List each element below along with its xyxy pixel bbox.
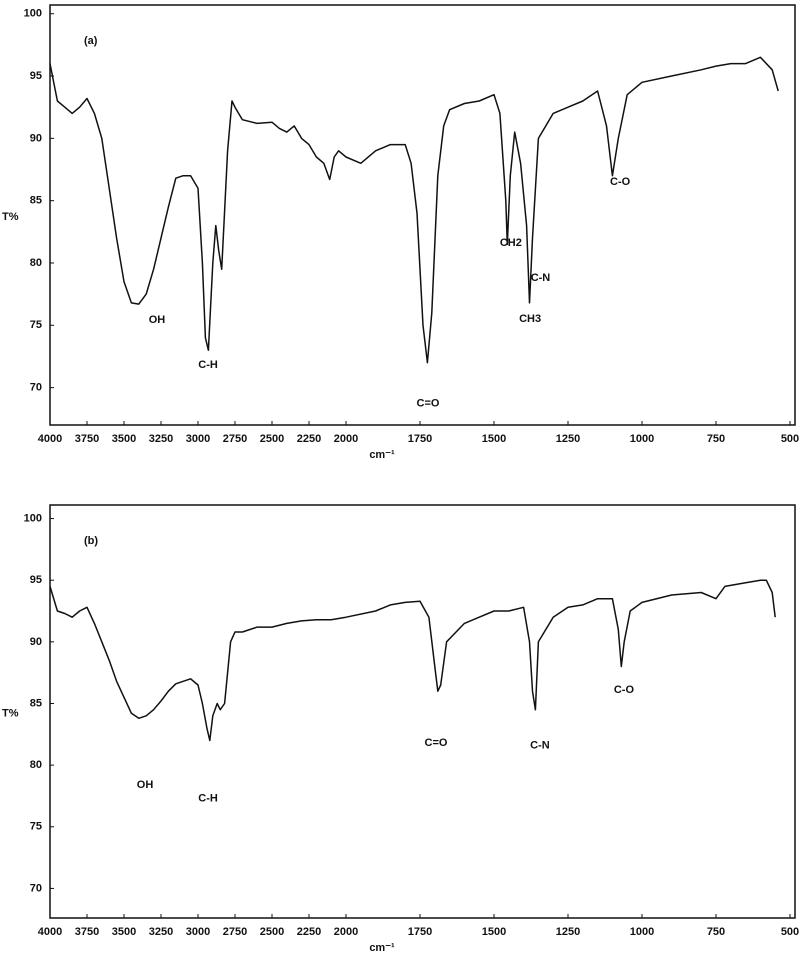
x-tick-label: 3000 [186, 926, 210, 938]
y-tick-label: 100 [24, 512, 42, 524]
x-tick-label: 2500 [260, 926, 284, 938]
x-tick-label: 4000 [38, 926, 62, 938]
x-tick-label: 1500 [482, 433, 506, 445]
y-axis-label: T% [2, 211, 19, 223]
x-tick-label: 3750 [75, 926, 99, 938]
x-tick-label: 1250 [556, 926, 580, 938]
peak-label: C-O [610, 176, 631, 188]
x-tick-label: 2000 [334, 433, 358, 445]
y-tick-label: 95 [30, 70, 42, 82]
x-tick-label: 4000 [38, 433, 62, 445]
y-axis-label: T% [2, 707, 19, 719]
y-tick-label: 80 [30, 257, 42, 269]
y-tick-label: 80 [30, 759, 42, 771]
y-tick-label: 95 [30, 574, 42, 586]
x-tick-label: 2000 [334, 926, 358, 938]
x-tick-label: 3500 [112, 926, 136, 938]
peak-label: CH2 [500, 237, 522, 249]
peak-label: OH [149, 314, 166, 326]
x-tick-label: 2250 [297, 433, 321, 445]
x-tick-label: 2250 [297, 926, 321, 938]
x-tick-label: 2750 [223, 433, 247, 445]
peak-label: C-H [198, 359, 218, 371]
peak-label: C-O [614, 684, 635, 696]
plot-frame [49, 504, 796, 919]
x-tick-label: 1000 [630, 433, 654, 445]
x-tick-label: 3500 [112, 433, 136, 445]
x-tick-label: 1250 [556, 433, 580, 445]
x-tick-label: 1500 [482, 926, 506, 938]
x-tick-label: 1750 [408, 926, 432, 938]
x-tick-label: 500 [781, 433, 799, 445]
x-tick-label: 1750 [408, 433, 432, 445]
y-tick-label: 85 [30, 697, 42, 709]
spectrum-line [49, 579, 776, 742]
y-tick-label: 85 [30, 195, 42, 207]
spectrum-line [49, 56, 779, 364]
plot-frame [49, 4, 796, 426]
y-tick-label: 70 [30, 882, 42, 894]
y-tick-label: 100 [24, 8, 42, 20]
x-axis-label: cm⁻¹ [369, 942, 395, 954]
x-tick-label: 750 [707, 433, 725, 445]
y-tick-label: 90 [30, 636, 42, 648]
peak-label: C=O [417, 398, 440, 410]
peak-label: CH3 [519, 313, 541, 325]
y-tick-label: 70 [30, 382, 42, 394]
peak-label: C-H [198, 792, 218, 804]
x-tick-label: 3000 [186, 433, 210, 445]
x-tick-label: 2500 [260, 433, 284, 445]
panel-label: (a) [84, 35, 98, 47]
x-axis-label: cm⁻¹ [369, 449, 395, 461]
peak-label: C-N [530, 739, 550, 751]
panel-label: (b) [84, 535, 98, 547]
y-tick-label: 75 [30, 821, 42, 833]
x-tick-label: 1000 [630, 926, 654, 938]
peak-label: OH [137, 779, 154, 791]
y-tick-label: 90 [30, 132, 42, 144]
peak-label: C=O [425, 737, 448, 749]
peak-label: C-N [531, 272, 551, 284]
x-tick-label: 750 [707, 926, 725, 938]
x-tick-label: 500 [781, 926, 799, 938]
y-tick-label: 75 [30, 319, 42, 331]
x-tick-label: 3250 [149, 926, 173, 938]
x-tick-label: 3250 [149, 433, 173, 445]
x-tick-label: 2750 [223, 926, 247, 938]
x-tick-label: 3750 [75, 433, 99, 445]
